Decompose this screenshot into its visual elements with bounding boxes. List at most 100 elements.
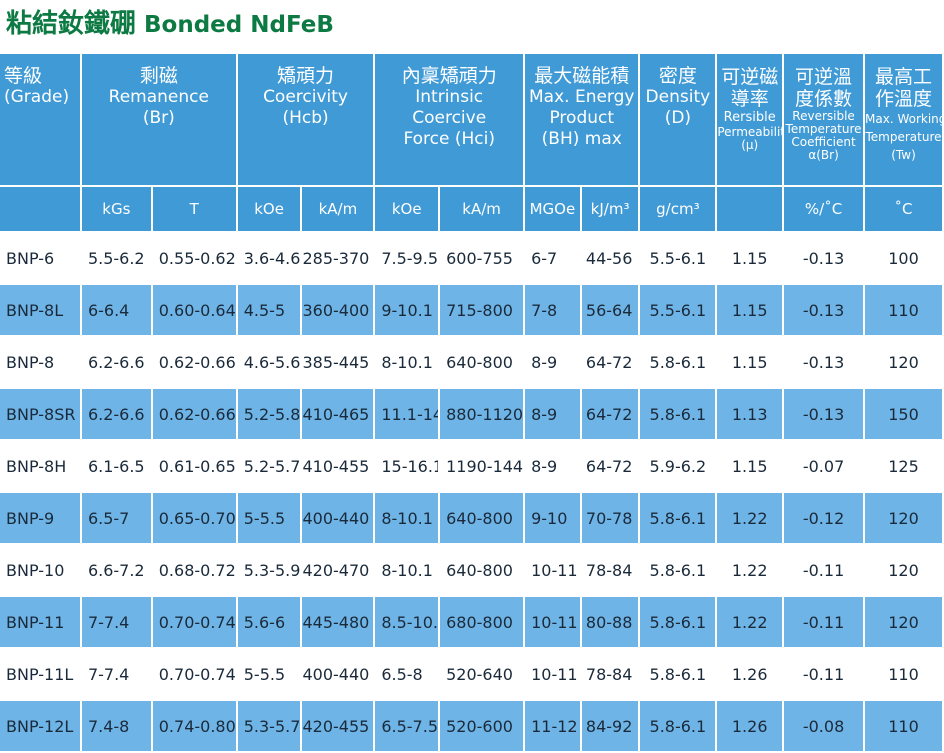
value-cell: 5.8-6.1 <box>639 544 718 597</box>
value-cell: 64-72 <box>580 336 641 389</box>
value-cell: 1.15 <box>716 232 785 285</box>
value-cell: 6.5-7 <box>80 492 153 545</box>
value-cell: -0.13 <box>783 284 866 337</box>
value-cell: 6.6-7.2 <box>80 544 153 597</box>
value-cell: 9-10 <box>524 492 582 545</box>
value-cell: 78-84 <box>580 648 641 701</box>
value-cell: 1.22 <box>716 492 785 545</box>
value-cell: 64-72 <box>580 388 641 441</box>
table-row: BNP-8 6.2-6.6 0.62-0.66 4.6-5.6 385-445 8-10.… <box>0 336 944 389</box>
value-cell: 6-7 <box>524 232 582 285</box>
value-cell: 640-800 <box>439 336 526 389</box>
value-cell: 1.15 <box>716 336 785 389</box>
value-cell: 80-88 <box>580 596 641 649</box>
value-cell: 8-9 <box>524 440 582 493</box>
value-cell: 715-800 <box>439 284 526 337</box>
value-cell: 1190-1440 <box>439 440 526 493</box>
value-cell: 7.5-9.5 <box>374 232 441 285</box>
table-row: BNP-12L 7.4-8 0.74-0.80 5.3-5.7 420-455 6.5-7… <box>0 700 944 753</box>
value-cell: 0.74-0.80 <box>151 700 238 753</box>
value-cell: 400-440 <box>301 492 376 545</box>
value-cell: 8-10.1 <box>374 336 441 389</box>
value-cell: 1.15 <box>716 440 785 493</box>
value-cell: 285-370 <box>301 232 376 285</box>
header-row: 等級 (Grade) 剩磁 Remanence (Br) 矯頑力 Coercivity(… <box>0 54 944 187</box>
value-cell: 8.5-10.1 <box>374 596 441 649</box>
value-cell: 0.65-0.70 <box>151 492 238 545</box>
value-cell: 78-84 <box>580 544 641 597</box>
value-cell: 5.5-6.2 <box>80 232 153 285</box>
header-remanence: 剩磁 Remanence (Br) <box>80 54 238 187</box>
grade-cell: BNP-11L <box>0 648 82 701</box>
value-cell: 1.26 <box>716 700 785 753</box>
table-body: BNP-6 5.5-6.2 0.55-0.62 3.6-4.6 285-370 7.5-9… <box>0 232 944 753</box>
unit-cell: kA/m <box>439 186 526 233</box>
value-cell: -0.12 <box>783 492 866 545</box>
value-cell: 5.3-5.9 <box>236 544 303 597</box>
value-cell: 5-5.5 <box>236 492 303 545</box>
value-cell: 640-800 <box>439 492 526 545</box>
value-cell: 8-9 <box>524 388 582 441</box>
value-cell: 110 <box>864 284 944 337</box>
value-cell: 70-78 <box>580 492 641 545</box>
value-cell: 5.8-6.1 <box>639 336 718 389</box>
value-cell: 520-600 <box>439 700 526 753</box>
table-row: BNP-8SR 6.2-6.6 0.62-0.66 5.2-5.8 410-465 11.… <box>0 388 944 441</box>
grade-cell: BNP-6 <box>0 232 82 285</box>
value-cell: -0.13 <box>783 336 866 389</box>
value-cell: 84-92 <box>580 700 641 753</box>
value-cell: 5.2-5.7 <box>236 440 303 493</box>
value-cell: 6.2-6.6 <box>80 336 153 389</box>
value-cell: 445-480 <box>301 596 376 649</box>
table-row: BNP-117-7.40.70-0.745.6-6445-4808.5-10.1… <box>0 596 944 649</box>
value-cell: 6.2-6.6 <box>80 388 153 441</box>
value-cell: 10-11 <box>524 648 582 701</box>
value-cell: 410-455 <box>301 440 376 493</box>
table-row: BNP-11L 7-7.4 0.70-0.74 5-5.5 400-440 6.5-8 52… <box>0 648 944 701</box>
value-cell: 385-445 <box>301 336 376 389</box>
grade-cell: BNP-12L <box>0 700 82 753</box>
table-row: BNP-10 6.6-7.2 0.68-0.72 5.3-5.9 420-470 8-10… <box>0 544 944 597</box>
value-cell: 7.4-8 <box>80 700 153 753</box>
grade-cell: BNP-10 <box>0 544 82 597</box>
unit-cell-grade <box>0 186 82 233</box>
value-cell: -0.11 <box>783 596 866 649</box>
value-cell: -0.13 <box>783 388 866 441</box>
value-cell: 0.55-0.62 <box>151 232 238 285</box>
value-cell: 11-12 <box>524 700 582 753</box>
value-cell: 8-10.1 <box>374 544 441 597</box>
value-cell: 7-7.4 <box>80 596 153 649</box>
grade-cell: BNP-8L <box>0 284 82 337</box>
value-cell: 640-800 <box>439 544 526 597</box>
value-cell: 5.3-5.7 <box>236 700 303 753</box>
page-title: 粘結釹鐵硼 Bonded NdFeB <box>6 4 334 44</box>
value-cell: 0.70-0.74 <box>151 596 238 649</box>
header-grade: 等級 (Grade) <box>0 54 82 187</box>
value-cell: 5.5-6.1 <box>639 284 718 337</box>
value-cell: 5.9-6.2 <box>639 440 718 493</box>
unit-cell: kA/m <box>301 186 376 233</box>
value-cell: 0.62-0.66 <box>151 388 238 441</box>
unit-cell: g/cm³ <box>639 186 718 233</box>
unit-cell: T <box>151 186 238 233</box>
header-coercivity: 矯頑力 Coercivity (Hcb) <box>236 54 376 187</box>
value-cell: -0.13 <box>783 232 866 285</box>
value-cell: 7-8 <box>524 284 582 337</box>
value-cell: 11.1-14.1 <box>374 388 441 441</box>
header-temp-coefficient: 可逆溫 度係數 Reversible Temperature Coefficient α… <box>783 54 866 187</box>
value-cell: 44-56 <box>580 232 641 285</box>
value-cell: 0.68-0.72 <box>151 544 238 597</box>
value-cell: 7-7.4 <box>80 648 153 701</box>
table-row: BNP-8H 6.1-6.5 0.61-0.65 5.2-5.7 410-455 15-1… <box>0 440 944 493</box>
value-cell: 15-16.1 <box>374 440 441 493</box>
value-cell: 120 <box>864 336 944 389</box>
value-cell: 0.62-0.66 <box>151 336 238 389</box>
value-cell: 110 <box>864 700 944 753</box>
value-cell: 4.6-5.6 <box>236 336 303 389</box>
value-cell: 360-400 <box>301 284 376 337</box>
value-cell: 9-10.1 <box>374 284 441 337</box>
value-cell: -0.11 <box>783 648 866 701</box>
header-max-working-temp: 最高工 作溫度 Max. Working Temperature (Tw) <box>864 54 944 187</box>
value-cell: 5.8-6.1 <box>639 596 718 649</box>
